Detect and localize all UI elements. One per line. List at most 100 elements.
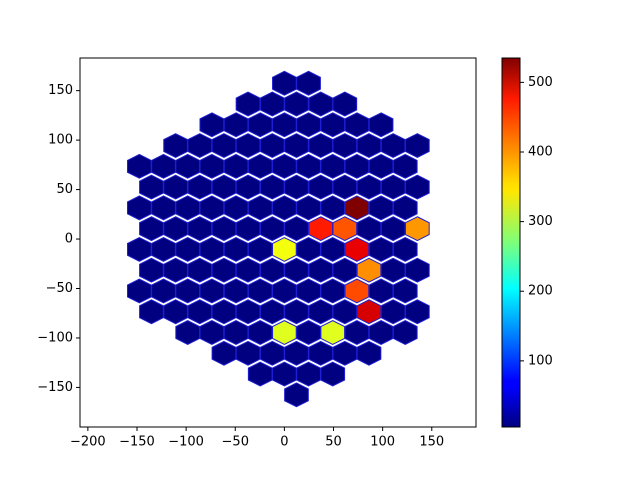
hex-cell <box>259 340 285 366</box>
hex-cell <box>139 299 164 325</box>
hex-cell <box>296 70 321 96</box>
hex-cell <box>272 361 297 387</box>
hex-cell <box>368 195 394 221</box>
hex-cell <box>380 299 406 325</box>
hex-cell <box>272 236 297 262</box>
hex-cell <box>344 195 370 221</box>
hex-cell <box>175 278 201 304</box>
hex-cell <box>356 216 382 242</box>
hex-cell <box>380 216 406 242</box>
hex-cell <box>127 153 152 179</box>
hex-cell <box>163 216 188 242</box>
hex-cell <box>308 340 334 366</box>
y-tick-label: 150 <box>48 83 73 98</box>
hex-cell <box>356 257 382 283</box>
hex-cell <box>404 299 430 325</box>
hex-cell <box>380 257 406 283</box>
hex-cell <box>308 257 334 283</box>
hex-cell <box>296 361 321 387</box>
x-tick-label: −200 <box>70 435 106 450</box>
hex-cell <box>308 299 334 325</box>
hex-cell <box>368 278 394 304</box>
hex-cell <box>296 236 321 262</box>
colorbar-tick-label: 200 <box>528 284 553 299</box>
hex-cell <box>404 257 430 283</box>
hex-cell <box>163 299 188 325</box>
hex-cell <box>392 320 418 345</box>
colorbar-tick-label: 100 <box>528 353 553 368</box>
hex-cell <box>320 361 346 387</box>
hex-cell <box>368 112 394 138</box>
hex-cell <box>247 236 273 262</box>
hex-cell <box>235 91 261 117</box>
x-tick-label: 100 <box>370 435 395 450</box>
hex-cell <box>223 195 249 221</box>
hex-cell <box>404 216 430 242</box>
x-tick-label: 0 <box>280 435 288 450</box>
hex-cell <box>392 278 418 304</box>
colorbar-tick-label: 300 <box>528 214 553 229</box>
hex-cell <box>211 216 237 242</box>
hex-cell <box>163 257 188 283</box>
y-tick-label: 100 <box>48 133 73 148</box>
hex-cell <box>332 299 358 325</box>
hex-cell <box>211 133 237 159</box>
hex-cell <box>356 299 382 325</box>
hex-cell <box>272 112 297 138</box>
hex-cell <box>284 257 309 283</box>
hex-cell <box>127 236 152 262</box>
hex-cell <box>259 133 285 159</box>
hex-cell <box>344 153 370 179</box>
hex-cell <box>404 174 430 200</box>
hex-cell <box>296 112 321 138</box>
x-tick-label: −100 <box>168 435 204 450</box>
hex-cell <box>320 320 346 345</box>
hex-cell <box>404 133 430 159</box>
hex-cell <box>368 320 394 345</box>
hex-cell <box>139 257 164 283</box>
hex-cell <box>199 278 225 304</box>
hex-cell <box>187 216 213 242</box>
colorbar-tick-label: 500 <box>528 75 553 90</box>
hex-cell <box>308 91 334 117</box>
hex-cell <box>151 236 176 262</box>
hex-cell <box>175 153 201 179</box>
hex-cell <box>320 153 346 179</box>
hex-cell <box>175 236 201 262</box>
hex-cell <box>308 174 334 200</box>
hex-cell <box>235 299 261 325</box>
hex-cell <box>223 153 249 179</box>
hex-cell <box>175 320 201 345</box>
hex-cell <box>211 257 237 283</box>
hex-cell <box>259 216 285 242</box>
hex-cell <box>199 320 225 345</box>
hex-cell <box>211 299 237 325</box>
hex-cell <box>163 133 188 159</box>
hex-cell <box>296 278 321 304</box>
hex-cell <box>320 112 346 138</box>
hex-cell <box>235 257 261 283</box>
colorbar <box>501 57 521 428</box>
hex-cell <box>235 216 261 242</box>
x-tick-label: −50 <box>222 435 249 450</box>
hexbin-cells <box>127 70 430 408</box>
hex-cell <box>356 340 382 366</box>
hex-cell <box>175 195 201 221</box>
hex-cell <box>368 236 394 262</box>
hex-cell <box>199 195 225 221</box>
hex-cell <box>211 340 237 366</box>
hex-cell <box>344 236 370 262</box>
hex-cell <box>223 236 249 262</box>
y-tick-label: −150 <box>37 380 73 395</box>
hex-cell <box>320 278 346 304</box>
hex-cell <box>211 174 237 200</box>
colorbar-axis: 100 200 300 400 500 <box>520 75 553 368</box>
hex-cell <box>332 91 358 117</box>
hex-cell <box>199 112 225 138</box>
hex-cell <box>344 112 370 138</box>
hex-cell <box>187 299 213 325</box>
y-tick-label: 0 <box>65 232 73 247</box>
hex-cell <box>259 257 285 283</box>
hex-cell <box>223 278 249 304</box>
hex-cell <box>332 216 358 242</box>
